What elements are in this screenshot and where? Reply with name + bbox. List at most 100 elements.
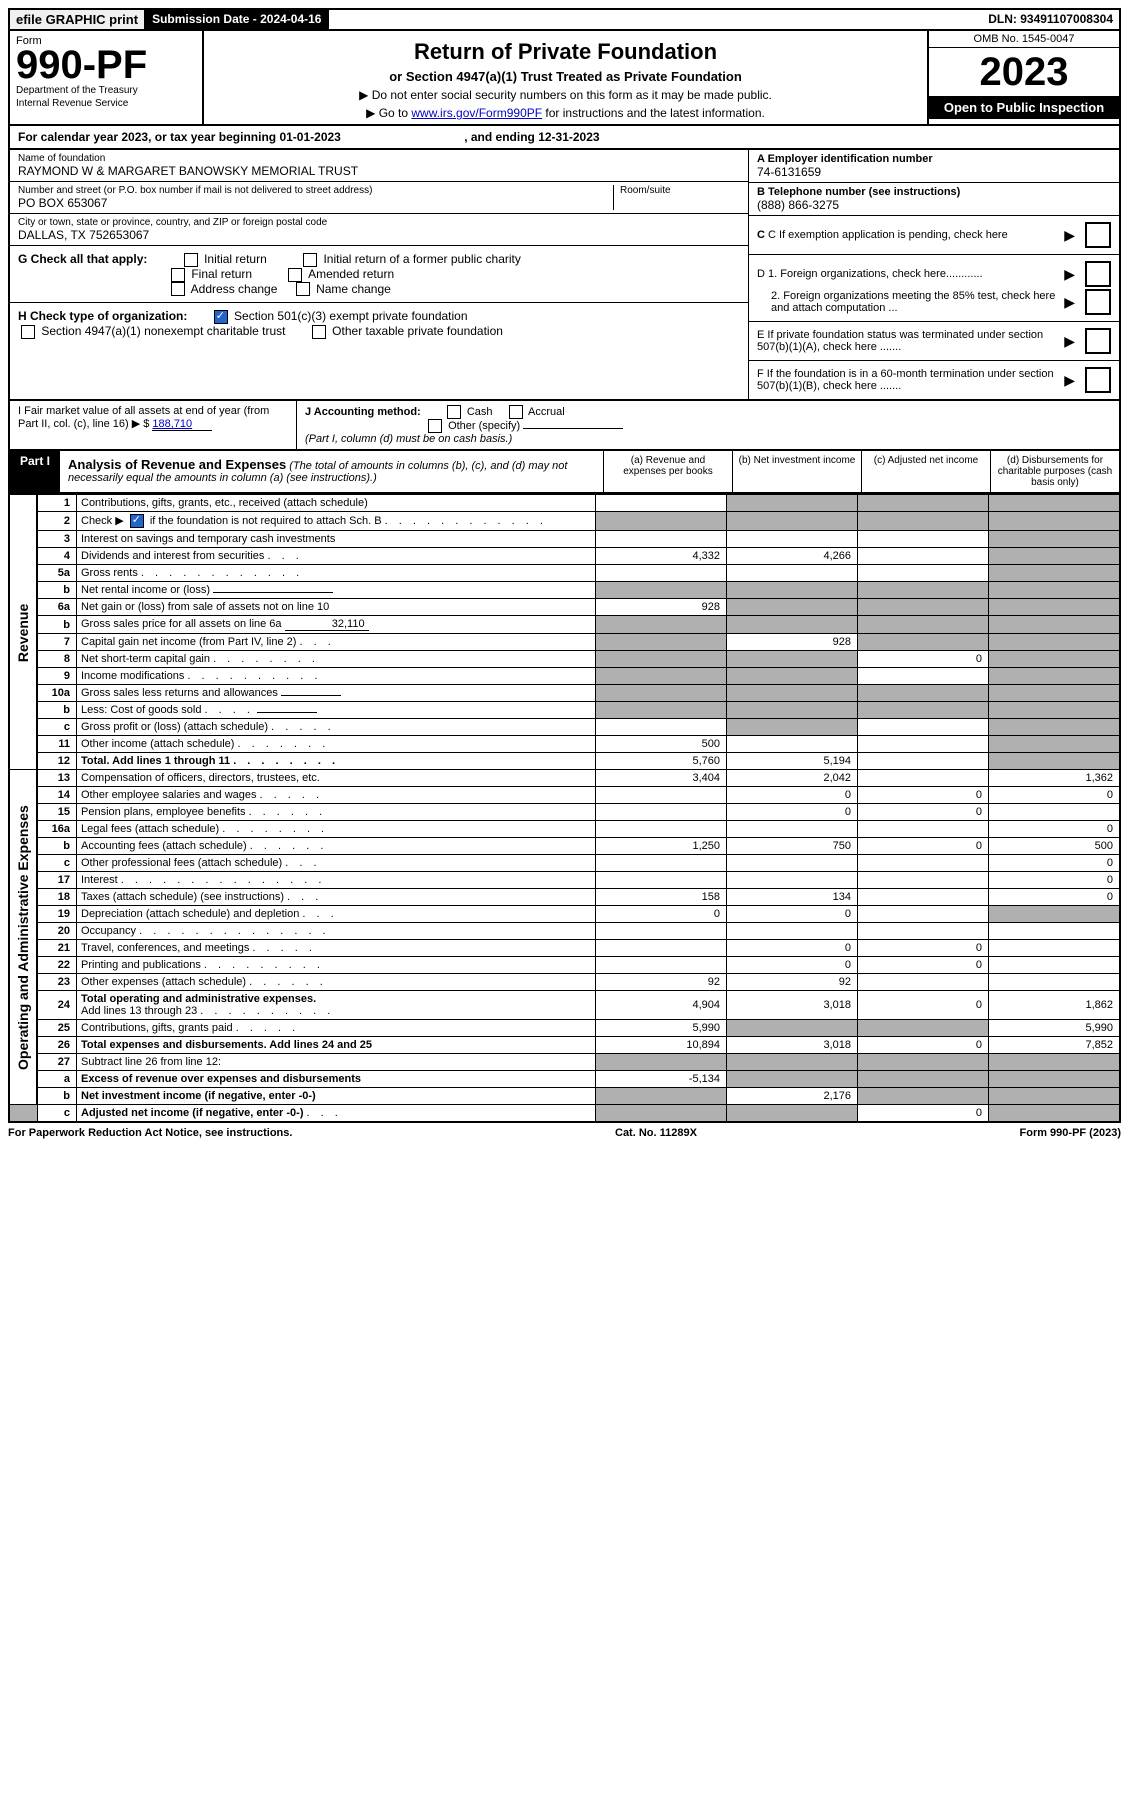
foundation-name: RAYMOND W & MARGARET BANOWSKY MEMORIAL T… <box>18 164 740 178</box>
table-row: bNet rental income or (loss) <box>9 582 1120 599</box>
col-d-header: (d) Disbursements for charitable purpose… <box>990 451 1119 492</box>
checkbox-e[interactable] <box>1085 328 1111 354</box>
checkbox-d1[interactable] <box>1085 261 1111 287</box>
table-row: Revenue 1Contributions, gifts, grants, e… <box>9 495 1120 512</box>
table-row: bLess: Cost of goods sold . . . . <box>9 702 1120 719</box>
checkbox-initial-former[interactable] <box>303 253 317 267</box>
instruction-1: ▶ Do not enter social security numbers o… <box>214 88 917 102</box>
calendar-year-row: For calendar year 2023, or tax year begi… <box>8 126 1121 150</box>
dept-treasury: Department of the Treasury <box>16 85 196 96</box>
form990pf-link[interactable]: www.irs.gov/Form990PF <box>411 106 542 120</box>
ein-value: 74-6131659 <box>757 165 1111 179</box>
table-row: 5aGross rents . . . . . . . . . . . . <box>9 565 1120 582</box>
checkbox-accrual[interactable] <box>509 405 523 419</box>
checkbox-f[interactable] <box>1085 367 1111 393</box>
table-row: 22Printing and publications . . . . . . … <box>9 957 1120 974</box>
table-row: aExcess of revenue over expenses and dis… <box>9 1071 1120 1088</box>
revenue-section-label: Revenue <box>9 495 37 770</box>
d2-label: 2. Foreign organizations meeting the 85%… <box>757 290 1060 314</box>
footer-right: Form 990-PF (2023) <box>1020 1127 1121 1139</box>
col-c-header: (c) Adjusted net income <box>861 451 990 492</box>
checkbox-address-change[interactable] <box>171 282 185 296</box>
f-label: F If the foundation is in a 60-month ter… <box>757 368 1060 392</box>
footer-mid: Cat. No. 11289X <box>615 1127 697 1139</box>
table-row: 25Contributions, gifts, grants paid . . … <box>9 1020 1120 1037</box>
form-subtitle: or Section 4947(a)(1) Trust Treated as P… <box>214 69 917 84</box>
table-row: 20Occupancy . . . . . . . . . . . . . . <box>9 923 1120 940</box>
checkbox-other-method[interactable] <box>428 419 442 433</box>
page-footer: For Paperwork Reduction Act Notice, see … <box>8 1127 1121 1139</box>
address-label: Number and street (or P.O. box number if… <box>18 185 613 196</box>
checkbox-initial-return[interactable] <box>184 253 198 267</box>
table-row: 16aLegal fees (attach schedule) . . . . … <box>9 821 1120 838</box>
checkbox-d2[interactable] <box>1085 289 1111 315</box>
checkbox-schb[interactable] <box>130 514 144 528</box>
table-row: 2Check ▶ if the foundation is not requir… <box>9 512 1120 531</box>
form-header: Form 990-PF Department of the Treasury I… <box>8 31 1121 126</box>
checkbox-final-return[interactable] <box>171 268 185 282</box>
table-row: cOther professional fees (attach schedul… <box>9 855 1120 872</box>
table-row: bNet investment income (if negative, ent… <box>9 1088 1120 1105</box>
checkbox-c[interactable] <box>1085 222 1111 248</box>
submission-date: Submission Date - 2024-04-16 <box>146 10 329 29</box>
checkbox-name-change[interactable] <box>296 282 310 296</box>
checkbox-other-taxable[interactable] <box>312 325 326 339</box>
table-row: cGross profit or (loss) (attach schedule… <box>9 719 1120 736</box>
expenses-section-label: Operating and Administrative Expenses <box>9 770 37 1105</box>
table-row: 11Other income (attach schedule) . . . .… <box>9 736 1120 753</box>
j-note: (Part I, column (d) must be on cash basi… <box>305 433 512 445</box>
ein-label: A Employer identification number <box>757 153 1111 165</box>
table-row: 7Capital gain net income (from Part IV, … <box>9 634 1120 651</box>
part1-table: Revenue 1Contributions, gifts, grants, e… <box>8 494 1121 1123</box>
efile-print-button[interactable]: efile GRAPHIC print <box>10 10 146 29</box>
city-value: DALLAS, TX 752653067 <box>18 228 740 242</box>
exemption-pending-label: C If exemption application is pending, c… <box>768 229 1008 241</box>
table-row: 14Other employee salaries and wages . . … <box>9 787 1120 804</box>
col-a-header: (a) Revenue and expenses per books <box>603 451 732 492</box>
dln-number: DLN: 93491107008304 <box>982 10 1119 29</box>
section-h: H Check type of organization: Section 50… <box>10 303 748 345</box>
phone-label: B Telephone number (see instructions) <box>757 186 1111 198</box>
foundation-name-label: Name of foundation <box>18 153 740 164</box>
col-b-header: (b) Net investment income <box>732 451 861 492</box>
table-row: 18Taxes (attach schedule) (see instructi… <box>9 889 1120 906</box>
address-value: PO BOX 653067 <box>18 196 613 210</box>
table-row: 9Income modifications . . . . . . . . . … <box>9 668 1120 685</box>
tax-year: 2023 <box>929 48 1119 96</box>
table-row: 23Other expenses (attach schedule) . . .… <box>9 974 1120 991</box>
table-row: bGross sales price for all assets on lin… <box>9 616 1120 634</box>
omb-number: OMB No. 1545-0047 <box>929 31 1119 48</box>
table-row: 15Pension plans, employee benefits . . .… <box>9 804 1120 821</box>
open-public-badge: Open to Public Inspection <box>929 96 1119 119</box>
e-label: E If private foundation status was termi… <box>757 329 1060 353</box>
table-row: 12Total. Add lines 1 through 11 . . . . … <box>9 753 1120 770</box>
dept-irs: Internal Revenue Service <box>16 98 196 109</box>
table-row: Operating and Administrative Expenses 13… <box>9 770 1120 787</box>
fmv-value[interactable]: 188,710 <box>152 418 212 431</box>
footer-left: For Paperwork Reduction Act Notice, see … <box>8 1127 292 1139</box>
table-row: 21Travel, conferences, and meetings . . … <box>9 940 1120 957</box>
table-row: 24Total operating and administrative exp… <box>9 991 1120 1020</box>
checkbox-501c3[interactable] <box>214 310 228 324</box>
d1-label: D 1. Foreign organizations, check here..… <box>757 268 1060 280</box>
form-number: 990-PF <box>16 47 196 83</box>
table-row: 4Dividends and interest from securities … <box>9 548 1120 565</box>
checkbox-4947a1[interactable] <box>21 325 35 339</box>
fmv-label: I Fair market value of all assets at end… <box>18 405 269 430</box>
table-row: 26Total expenses and disbursements. Add … <box>9 1037 1120 1054</box>
part1-header: Part I Analysis of Revenue and Expenses … <box>8 451 1121 494</box>
checkbox-cash[interactable] <box>447 405 461 419</box>
part1-label: Part I <box>10 451 60 492</box>
top-bar: efile GRAPHIC print Submission Date - 20… <box>8 8 1121 31</box>
section-g: G Check all that apply: Initial return I… <box>10 246 748 303</box>
table-row: 27Subtract line 26 from line 12: <box>9 1054 1120 1071</box>
phone-value: (888) 866-3275 <box>757 198 1111 212</box>
table-row: 3Interest on savings and temporary cash … <box>9 531 1120 548</box>
part1-title: Analysis of Revenue and Expenses <box>68 457 286 472</box>
table-row: 6aNet gain or (loss) from sale of assets… <box>9 599 1120 616</box>
checkbox-amended[interactable] <box>288 268 302 282</box>
table-row: 8Net short-term capital gain . . . . . .… <box>9 651 1120 668</box>
table-row: 19Depreciation (attach schedule) and dep… <box>9 906 1120 923</box>
instruction-2: ▶ Go to www.irs.gov/Form990PF for instru… <box>214 106 917 120</box>
entity-info-block: Name of foundation RAYMOND W & MARGARET … <box>8 150 1121 401</box>
